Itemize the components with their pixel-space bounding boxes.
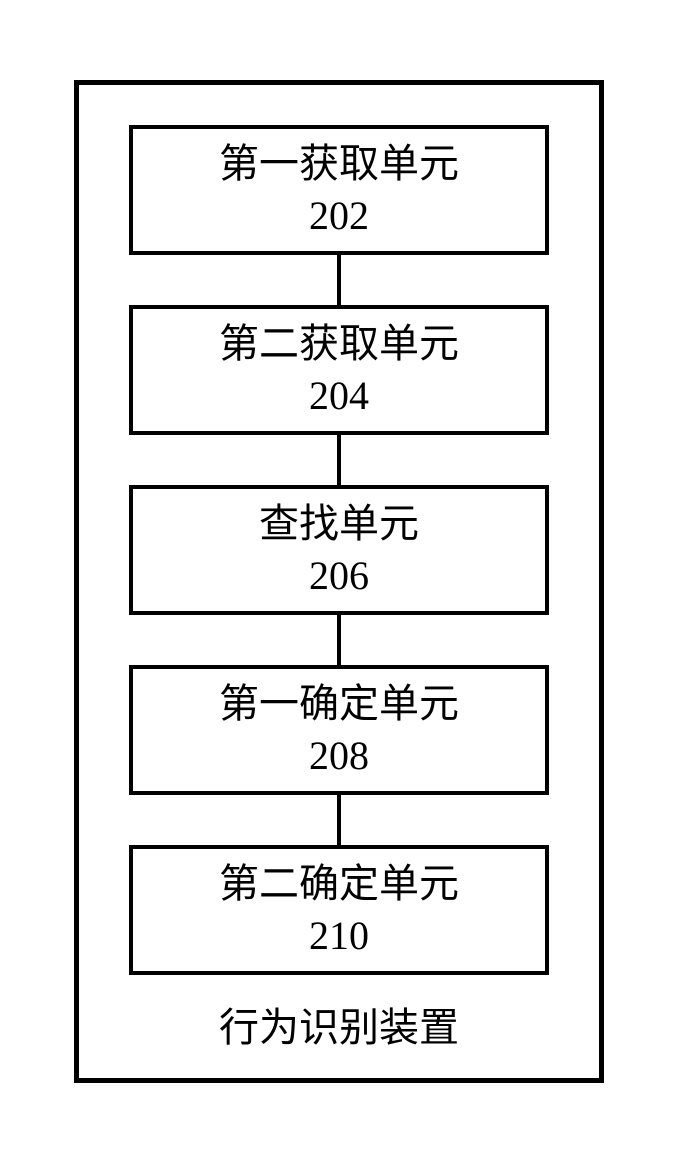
flowchart-node: 第一确定单元 208 <box>129 665 549 795</box>
node-number: 208 <box>309 730 369 782</box>
node-number: 204 <box>309 370 369 422</box>
flowchart-node: 查找单元 206 <box>129 485 549 615</box>
diagram-outer-container: 第一获取单元 202 第二获取单元 204 查找单元 206 第一确定单元 20… <box>74 80 604 1083</box>
flowchart-node: 第二获取单元 204 <box>129 305 549 435</box>
node-label: 查找单元 <box>259 498 419 550</box>
flowchart-connector <box>337 255 341 305</box>
flowchart-connector <box>337 615 341 665</box>
node-label: 第一确定单元 <box>219 678 459 730</box>
node-number: 210 <box>309 910 369 962</box>
node-label: 第一获取单元 <box>219 138 459 190</box>
flowchart-connector <box>337 795 341 845</box>
diagram-caption: 行为识别装置 <box>219 995 459 1053</box>
flowchart-node: 第一获取单元 202 <box>129 125 549 255</box>
node-label: 第二确定单元 <box>219 858 459 910</box>
flowchart-connector <box>337 435 341 485</box>
node-number: 206 <box>309 550 369 602</box>
node-number: 202 <box>309 190 369 242</box>
node-label: 第二获取单元 <box>219 318 459 370</box>
flowchart-node: 第二确定单元 210 <box>129 845 549 975</box>
